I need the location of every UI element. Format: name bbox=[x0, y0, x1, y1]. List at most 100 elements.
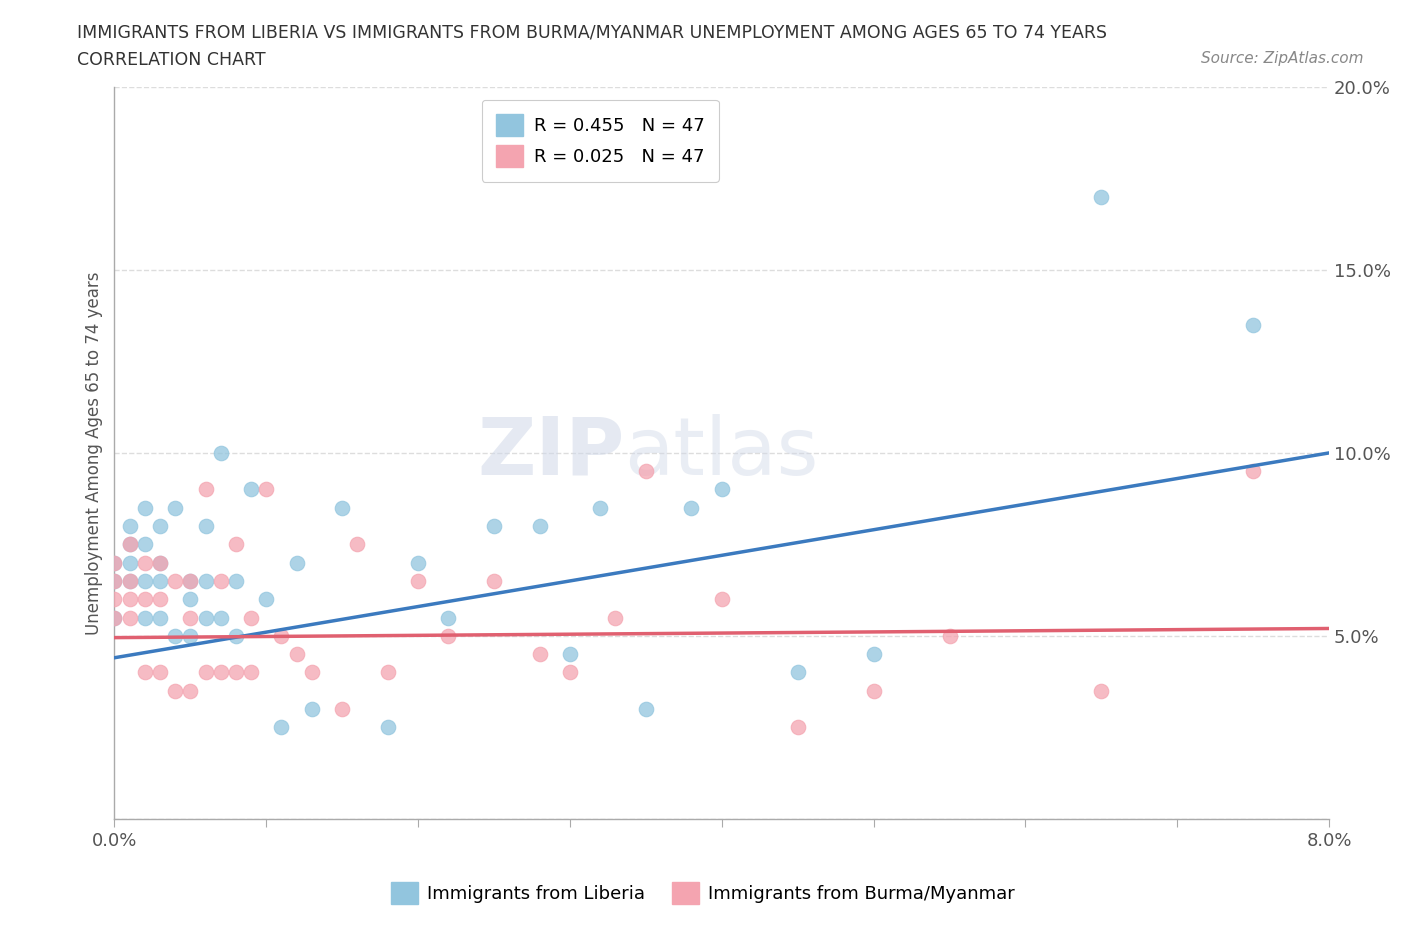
Point bbox=[118, 610, 141, 625]
Point bbox=[209, 665, 232, 680]
Point bbox=[103, 555, 125, 570]
Point bbox=[149, 555, 172, 570]
Point bbox=[529, 519, 551, 534]
Point bbox=[634, 701, 657, 716]
Point bbox=[862, 646, 884, 661]
Point bbox=[194, 610, 217, 625]
Legend: Immigrants from Liberia, Immigrants from Burma/Myanmar: Immigrants from Liberia, Immigrants from… bbox=[384, 875, 1022, 911]
Point bbox=[270, 629, 292, 644]
Point bbox=[240, 610, 263, 625]
Point bbox=[710, 591, 733, 606]
Point bbox=[285, 646, 308, 661]
Point bbox=[118, 574, 141, 589]
Point bbox=[558, 665, 581, 680]
Point bbox=[225, 574, 247, 589]
Point bbox=[225, 629, 247, 644]
Point bbox=[529, 646, 551, 661]
Point bbox=[209, 610, 232, 625]
Point bbox=[938, 629, 960, 644]
Point bbox=[165, 500, 187, 515]
Point bbox=[1090, 190, 1112, 205]
Point bbox=[605, 610, 627, 625]
Point bbox=[1241, 464, 1264, 479]
Point bbox=[179, 574, 201, 589]
Point bbox=[786, 665, 808, 680]
Point bbox=[1241, 317, 1264, 332]
Point bbox=[149, 591, 172, 606]
Point bbox=[406, 555, 429, 570]
Point bbox=[179, 591, 201, 606]
Text: atlas: atlas bbox=[624, 414, 818, 492]
Point bbox=[134, 591, 156, 606]
Point bbox=[240, 482, 263, 497]
Point bbox=[634, 464, 657, 479]
Point bbox=[377, 665, 399, 680]
Point bbox=[330, 500, 353, 515]
Point bbox=[681, 500, 703, 515]
Point bbox=[346, 537, 368, 551]
Point bbox=[165, 629, 187, 644]
Point bbox=[194, 482, 217, 497]
Point bbox=[589, 500, 612, 515]
Point bbox=[149, 610, 172, 625]
Point bbox=[134, 610, 156, 625]
Point bbox=[134, 555, 156, 570]
Point bbox=[301, 701, 323, 716]
Point bbox=[254, 482, 277, 497]
Point bbox=[134, 537, 156, 551]
Point bbox=[194, 574, 217, 589]
Point bbox=[194, 519, 217, 534]
Point bbox=[149, 665, 172, 680]
Point bbox=[254, 591, 277, 606]
Text: Source: ZipAtlas.com: Source: ZipAtlas.com bbox=[1201, 51, 1364, 66]
Point bbox=[558, 646, 581, 661]
Point bbox=[149, 574, 172, 589]
Point bbox=[482, 574, 505, 589]
Point bbox=[103, 591, 125, 606]
Point bbox=[179, 629, 201, 644]
Point bbox=[149, 519, 172, 534]
Point bbox=[118, 574, 141, 589]
Point bbox=[179, 684, 201, 698]
Legend: R = 0.455   N = 47, R = 0.025   N = 47: R = 0.455 N = 47, R = 0.025 N = 47 bbox=[481, 100, 718, 181]
Point bbox=[179, 574, 201, 589]
Point bbox=[786, 720, 808, 735]
Text: CORRELATION CHART: CORRELATION CHART bbox=[77, 51, 266, 69]
Point bbox=[225, 537, 247, 551]
Point bbox=[377, 720, 399, 735]
Point bbox=[482, 519, 505, 534]
Y-axis label: Unemployment Among Ages 65 to 74 years: Unemployment Among Ages 65 to 74 years bbox=[86, 272, 103, 634]
Point bbox=[134, 500, 156, 515]
Point bbox=[862, 684, 884, 698]
Point bbox=[270, 720, 292, 735]
Point bbox=[437, 610, 460, 625]
Point bbox=[149, 555, 172, 570]
Point bbox=[118, 537, 141, 551]
Point bbox=[103, 574, 125, 589]
Point bbox=[225, 665, 247, 680]
Point bbox=[103, 555, 125, 570]
Point bbox=[134, 665, 156, 680]
Point bbox=[710, 482, 733, 497]
Point bbox=[285, 555, 308, 570]
Point bbox=[209, 574, 232, 589]
Point bbox=[118, 591, 141, 606]
Point bbox=[179, 610, 201, 625]
Point bbox=[103, 610, 125, 625]
Point bbox=[240, 665, 263, 680]
Point bbox=[134, 574, 156, 589]
Point bbox=[406, 574, 429, 589]
Point bbox=[301, 665, 323, 680]
Point bbox=[194, 665, 217, 680]
Point bbox=[103, 610, 125, 625]
Point bbox=[103, 574, 125, 589]
Point bbox=[118, 519, 141, 534]
Point bbox=[165, 574, 187, 589]
Text: ZIP: ZIP bbox=[478, 414, 624, 492]
Point bbox=[437, 629, 460, 644]
Point bbox=[118, 555, 141, 570]
Point bbox=[165, 684, 187, 698]
Point bbox=[118, 537, 141, 551]
Point bbox=[209, 445, 232, 460]
Text: IMMIGRANTS FROM LIBERIA VS IMMIGRANTS FROM BURMA/MYANMAR UNEMPLOYMENT AMONG AGES: IMMIGRANTS FROM LIBERIA VS IMMIGRANTS FR… bbox=[77, 23, 1108, 41]
